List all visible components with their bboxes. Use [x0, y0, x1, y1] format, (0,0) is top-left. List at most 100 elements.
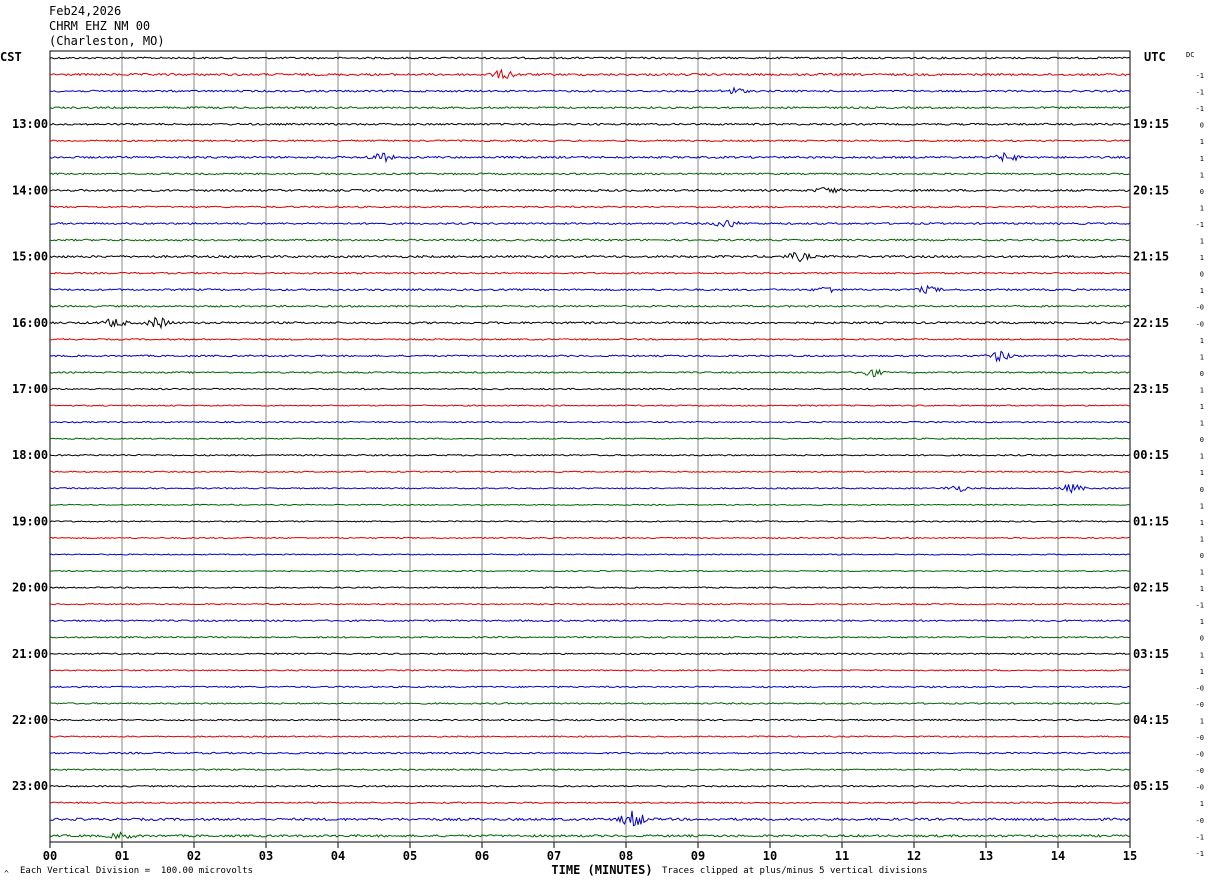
dc-offset-value: -1	[1196, 72, 1204, 80]
seismic-trace	[49, 635, 1131, 639]
seismic-trace	[49, 437, 1131, 440]
dc-offset-value: 0	[1200, 370, 1204, 378]
dc-offset-value: 1	[1200, 420, 1204, 428]
dc-offset-value: -1	[1196, 221, 1204, 229]
dc-offset-value: 1	[1200, 353, 1204, 361]
seismic-trace	[49, 503, 1131, 506]
dc-offset-value: 1	[1200, 651, 1204, 659]
cst-hour-label: 18:00	[12, 448, 48, 462]
dc-offset-value: 0	[1200, 552, 1204, 560]
x-tick-label: 03	[259, 849, 273, 863]
seismic-trace	[49, 569, 1131, 573]
dc-offset-value: 0	[1200, 635, 1204, 643]
cst-hour-label: 22:00	[12, 713, 48, 727]
dc-offset-value: 1	[1200, 668, 1204, 676]
seismic-trace	[49, 238, 1131, 242]
dc-offset-value: 0	[1200, 271, 1204, 279]
x-tick-label: 12	[907, 849, 921, 863]
seismic-trace	[49, 186, 1131, 194]
dc-offset-value: -0	[1196, 734, 1204, 742]
x-tick-label: 00	[43, 849, 57, 863]
x-tick-label: 06	[475, 849, 489, 863]
dc-offset-value: -1	[1196, 89, 1204, 97]
dc-offset-value: 1	[1200, 204, 1204, 212]
utc-hour-label: 02:15	[1133, 581, 1169, 595]
x-tick-label: 14	[1051, 849, 1065, 863]
dc-offset-value: 1	[1200, 337, 1204, 345]
seismic-trace	[49, 404, 1131, 407]
station-date: Feb24,2026	[49, 4, 122, 18]
plot-frame	[49, 50, 1131, 843]
utc-hour-label: 03:15	[1133, 647, 1169, 661]
seismic-trace	[49, 106, 1131, 110]
seismic-trace	[49, 350, 1131, 363]
utc-hour-label: 00:15	[1133, 448, 1169, 462]
cst-hour-label: 23:00	[12, 779, 48, 793]
utc-hour-label: 23:15	[1133, 382, 1169, 396]
dc-offset-value: 1	[1200, 386, 1204, 394]
dc-offset-value: 1	[1200, 502, 1204, 510]
footer-marker: ^	[4, 869, 9, 878]
utc-hour-label: 20:15	[1133, 183, 1169, 197]
x-tick-label: 13	[979, 849, 993, 863]
utc-hour-label: 05:15	[1133, 779, 1169, 793]
cst-hour-label: 13:00	[12, 117, 48, 131]
dc-offset-value: -1	[1196, 850, 1204, 858]
dc-column-label: DC	[1186, 51, 1194, 59]
x-tick-label: 15	[1123, 849, 1137, 863]
x-tick-label: 07	[547, 849, 561, 863]
dc-offset-value: 1	[1200, 800, 1204, 808]
dc-offset-value: 1	[1200, 155, 1204, 163]
dc-offset-value: -0	[1196, 320, 1204, 328]
dc-offset-value: 1	[1200, 469, 1204, 477]
dc-offset-value: -0	[1196, 767, 1204, 775]
dc-offset-value: 1	[1200, 569, 1204, 577]
seismic-trace	[49, 387, 1131, 391]
dc-offset-value: -1	[1196, 105, 1204, 113]
x-tick-label: 10	[763, 849, 777, 863]
seismic-trace	[49, 420, 1131, 424]
seismic-trace	[49, 86, 1131, 95]
seismic-trace	[49, 483, 1131, 494]
x-tick-label: 11	[835, 849, 849, 863]
utc-hour-label: 01:15	[1133, 514, 1169, 528]
seismic-trace	[49, 56, 1131, 60]
dc-offset-value: 0	[1200, 486, 1204, 494]
dc-offset-value: 1	[1200, 238, 1204, 246]
dc-offset-value: 1	[1200, 254, 1204, 262]
x-axis-title: TIME (MINUTES)	[551, 863, 652, 877]
cst-hour-label: 14:00	[12, 183, 48, 197]
seismic-trace	[49, 368, 1131, 378]
cst-label: CST	[0, 50, 22, 64]
utc-hour-label: 22:15	[1133, 316, 1169, 330]
utc-hour-label: 21:15	[1133, 250, 1169, 264]
seismic-trace	[49, 205, 1131, 209]
seismic-trace	[49, 284, 1131, 294]
x-tick-label: 08	[619, 849, 633, 863]
cst-hour-label: 15:00	[12, 250, 48, 264]
dc-offset-value: 1	[1200, 138, 1204, 146]
seismic-trace	[49, 470, 1131, 474]
x-tick-label: 02	[187, 849, 201, 863]
dc-offset-value: 0	[1200, 436, 1204, 444]
dc-offset-value: -0	[1196, 751, 1204, 759]
seismic-trace	[49, 338, 1131, 341]
seismic-trace	[49, 619, 1131, 623]
seismic-trace	[49, 304, 1131, 308]
clip-note: Traces clipped at plus/minus 5 vertical …	[662, 866, 928, 876]
seismic-trace	[49, 718, 1131, 722]
dc-offset-value: -1	[1196, 602, 1204, 610]
dc-offset-value: -0	[1196, 701, 1204, 709]
dc-offset-value: 0	[1200, 122, 1204, 130]
dc-offset-value: -0	[1196, 684, 1204, 692]
seismic-trace	[49, 735, 1131, 738]
seismic-trace	[49, 586, 1131, 589]
seismic-trace	[49, 685, 1131, 689]
seismic-trace	[49, 751, 1131, 755]
seismic-trace	[49, 68, 1131, 80]
dc-offset-value: -0	[1196, 784, 1204, 792]
seismic-trace	[49, 652, 1131, 656]
seismic-trace	[49, 122, 1131, 126]
x-tick-label: 04	[331, 849, 345, 863]
